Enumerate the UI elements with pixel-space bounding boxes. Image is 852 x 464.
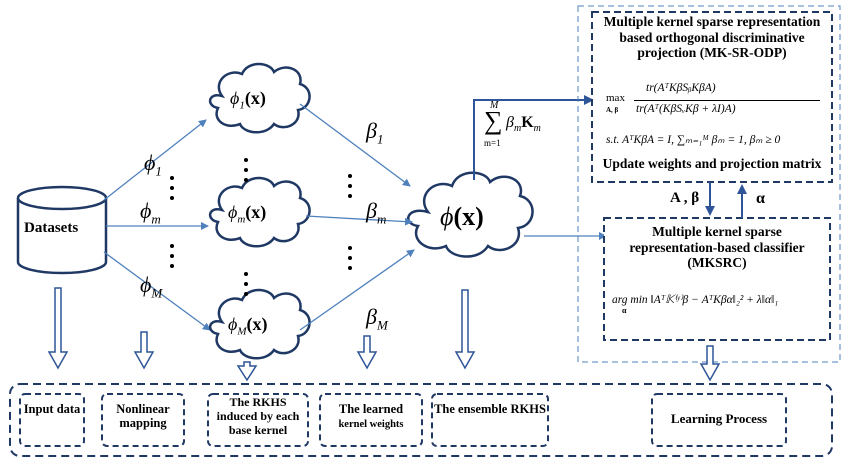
ellipsis-dots [170,158,352,296]
weight-arrows [299,103,415,331]
phi-M-label: ϕM [140,272,163,301]
mapping-arrows [103,119,211,331]
objective-numerator: tr(AᵀKβSᵦKβA) [646,82,716,94]
mksrc-box [603,217,831,341]
ensemble-to-odp-arrow [473,95,594,180]
datasets-label: Datasets [24,220,79,236]
cloud-ensemble-label: ϕ(x) [440,202,484,231]
objective-denominator: tr(Aᵀ(KβSᵥKβ + λI)A) [636,103,736,115]
cloud-phi-1-label: ϕ1(x) [230,88,266,112]
hollow-down-arrows [47,287,721,382]
sum-upper-limit: M [490,100,499,111]
legend-learning-process: Learning Process [670,411,768,426]
cloud-phi-m [209,176,311,248]
legend-rkhs-each-kernel: The RKHS induced by each base kernel [216,395,300,437]
alpha-label: α [756,190,765,207]
mksrc-formula: arg min ‖Aᵀ𝕂⁽ʸ⁾β − AᵀKβα‖₂² + λ‖α‖₁ [612,294,779,306]
max-operator: max [606,92,625,104]
mk-sr-odp-objective: max A, β tr(AᵀKβSᵦKβA) tr(Aᵀ(KβSᵥKβ + λI… [606,82,828,126]
cloud-phi-1 [209,62,311,134]
fraction-bar [634,100,820,101]
phi-1-label: ϕ1 [144,150,162,179]
learning-process-region [577,5,841,363]
a-beta-label: A , β [670,190,700,206]
legend-input-data: Input data [23,402,81,416]
mk-sr-odp-box [591,11,833,183]
cloud-ensemble [407,171,534,258]
beta-1-label: β1 [366,118,384,147]
legend-learned-weights-main: The learned [338,402,404,416]
legend-boxes [19,393,787,447]
sum-body: βmKm [506,114,541,135]
phi-m-label: ϕm [140,198,161,227]
sum-sigma: ∑ [484,106,503,135]
cloud-phi-M-label: ϕM(x) [228,314,268,338]
beta-M-label: βM [366,304,388,333]
legend-learned-weights: The learned kernel weights [320,402,422,431]
cloud-phi-m-label: ϕm(x) [228,202,267,226]
sum-lower-limit: m=1 [484,138,501,148]
beta-m-label: βm [366,198,387,227]
legend-ensemble-rkhs: The ensemble RKHS [434,402,546,416]
mksrc-title: Multiple kernel sparse representation-ba… [629,224,805,271]
max-subscript: A, β [606,106,619,114]
legend-nonlinear-mapping: Nonlinear mapping [116,402,170,431]
legend-learned-weights-sub: kernel weights [338,418,404,430]
cloud-phi-M [209,288,311,360]
sum-formula: M ∑ m=1 βmKm [484,100,564,160]
datasets-cylinder [16,185,108,275]
mk-sr-odp-update: Update weights and projection matrix [602,156,822,171]
argmin-subscript: α [622,306,627,315]
mk-sr-odp-title: Multiple kernel sparse representation ba… [603,14,821,61]
mk-sr-odp-constraint: s.t. AᵀKβA = I, ∑ₘ₌₁ᴹ βₘ = 1, βₘ ≥ 0 [606,134,781,146]
